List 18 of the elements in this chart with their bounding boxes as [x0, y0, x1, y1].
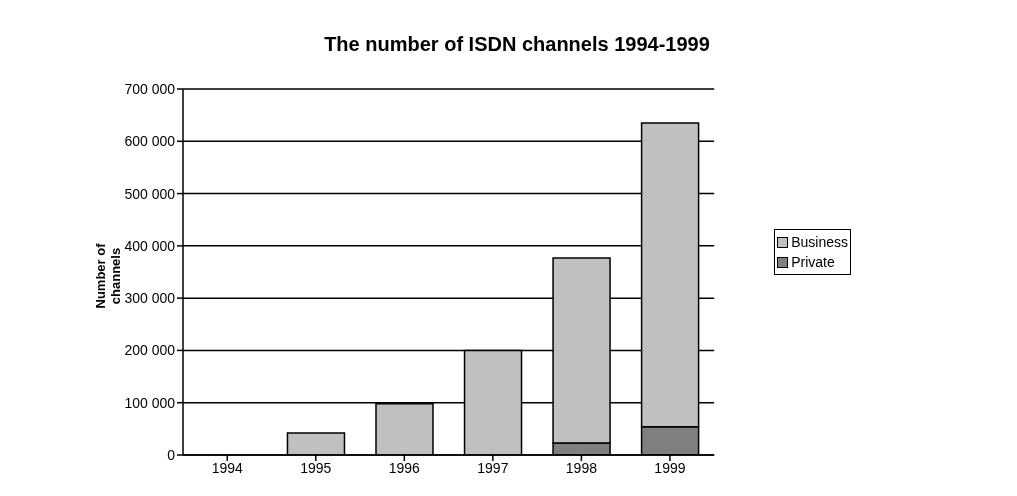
- x-tick-label: 1994: [211, 459, 244, 476]
- chart-title: The number of ISDN channels 1994-1999: [323, 33, 711, 56]
- y-tick-label: 300 000: [124, 290, 176, 307]
- y-tick-label: 500 000: [124, 185, 176, 202]
- y-tick-label: 200 000: [124, 342, 176, 359]
- y-tick-label: 600 000: [124, 133, 176, 150]
- y-axis-title: Number of channels: [93, 242, 123, 311]
- x-tick-label: 1996: [388, 459, 421, 476]
- x-tick-label: 1998: [565, 459, 598, 476]
- y-tick-label: 100 000: [124, 394, 176, 411]
- y-tick-label: 0: [167, 446, 176, 463]
- y-tick-label: 400 000: [124, 237, 176, 254]
- legend-label: Private: [791, 253, 835, 272]
- x-tick-label: 1997: [477, 459, 509, 476]
- y-tick-label: 700 000: [124, 80, 176, 97]
- legend-label: Business: [791, 233, 848, 252]
- x-tick-label: 1995: [300, 459, 332, 476]
- x-tick-label: 1999: [654, 459, 686, 476]
